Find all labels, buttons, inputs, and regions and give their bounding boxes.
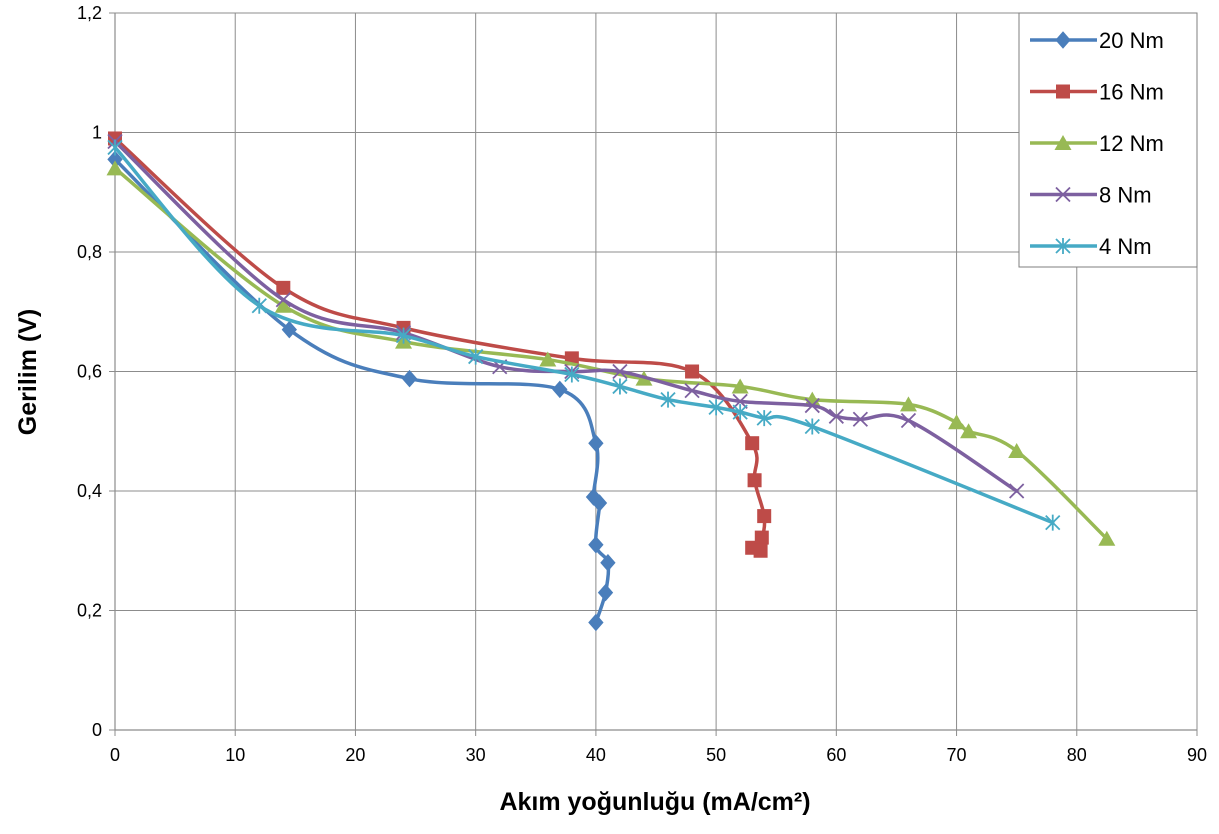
data-point-12-nm — [948, 414, 966, 430]
data-point-8-nm — [900, 412, 917, 429]
y-tick-label: 0,8 — [77, 242, 102, 262]
data-point-4-nm — [660, 391, 676, 408]
data-point-8-nm — [684, 382, 700, 399]
x-tick-label: 80 — [1067, 745, 1087, 765]
legend-item-16-nm: 16 Nm — [1030, 80, 1164, 105]
x-tick-label: 70 — [947, 745, 967, 765]
data-point-20-nm — [597, 583, 614, 602]
data-point-20-nm — [588, 434, 604, 452]
data-point-16-nm — [745, 436, 760, 451]
data-point-4-nm — [756, 410, 772, 427]
data-point-12-nm — [1008, 442, 1026, 458]
series-layer — [106, 131, 1116, 632]
data-point-20-nm — [281, 320, 297, 339]
data-point-4-nm — [732, 404, 748, 421]
data-point-20-nm — [588, 536, 604, 554]
data-point-16-nm — [757, 509, 772, 524]
legend-item-4-nm: 4 Nm — [1030, 234, 1152, 259]
x-tick-label: 50 — [706, 745, 726, 765]
data-point-20-nm — [600, 553, 616, 572]
data-point-16-nm — [276, 280, 291, 295]
legend-item-12-nm: 12 Nm — [1030, 131, 1164, 156]
data-point-4-nm — [251, 297, 267, 314]
data-point-20-nm — [588, 613, 604, 632]
x-tick-label: 20 — [345, 745, 365, 765]
data-point-4-nm — [804, 418, 820, 435]
legend-marker — [1056, 84, 1070, 99]
y-tick-label: 0,4 — [77, 481, 102, 501]
legend-box — [1018, 12, 1198, 268]
y-tick-label: 0 — [92, 720, 102, 740]
legend-label: 16 Nm — [1099, 80, 1164, 105]
data-point-4-nm — [564, 366, 580, 383]
data-point-12-nm — [803, 391, 821, 407]
data-point-8-nm — [612, 363, 628, 380]
data-point-8-nm — [275, 292, 291, 308]
x-tick-label: 30 — [466, 745, 486, 765]
x-axis-ticks: 0 10 20 30 40 50 60 70 80 90 — [110, 730, 1207, 765]
data-point-8-nm — [828, 408, 844, 424]
x-tick-label: 60 — [826, 745, 846, 765]
data-point-8-nm — [852, 411, 869, 427]
legend-item-20-nm: 20 Nm — [1030, 28, 1164, 53]
data-point-8-nm — [804, 397, 820, 414]
data-point-12-nm — [1098, 530, 1116, 546]
data-point-12-nm — [106, 160, 124, 176]
legend-label: 12 Nm — [1099, 131, 1164, 156]
legend: 20 Nm 16 Nm 12 Nm 8 Nm 4 Nm — [1018, 12, 1198, 268]
data-point-4-nm — [395, 327, 412, 344]
data-point-16-nm — [753, 543, 768, 558]
legend-marker — [1055, 31, 1071, 49]
data-point-8-nm — [1009, 483, 1025, 499]
y-tick-label: 0,2 — [77, 601, 102, 621]
data-point-20-nm — [591, 494, 608, 512]
data-point-20-nm — [552, 380, 568, 399]
data-point-12-nm — [899, 396, 917, 412]
data-point-12-nm — [539, 351, 557, 367]
y-axis-ticks: 0 0,2 0,4 0,6 0,8 1 1,2 — [77, 3, 115, 740]
legend-marker — [1054, 135, 1072, 150]
x-tick-label: 10 — [225, 745, 245, 765]
data-point-12-nm — [731, 378, 749, 394]
legend-label: 4 Nm — [1099, 234, 1152, 259]
x-tick-label: 40 — [586, 745, 606, 765]
y-tick-label: 0,6 — [77, 362, 102, 382]
series-20-nm — [107, 150, 616, 632]
gridlines — [115, 12, 1198, 730]
series-16-nm — [108, 131, 772, 558]
data-point-12-nm — [960, 423, 978, 439]
series-line-8-nm — [113, 139, 1019, 493]
data-point-4-nm — [612, 378, 628, 395]
y-tick-label: 1 — [92, 123, 102, 143]
y-axis-title: Gerilim (V) — [14, 309, 42, 435]
data-point-4-nm — [1045, 514, 1061, 531]
series-line-4-nm — [113, 145, 1055, 525]
legend-marker — [1055, 238, 1071, 254]
series-4-nm — [107, 139, 1061, 531]
y-tick-label: 1,2 — [77, 3, 102, 23]
data-point-16-nm — [685, 364, 700, 379]
data-point-4-nm — [107, 139, 123, 156]
data-point-4-nm — [468, 348, 484, 365]
x-tick-label: 90 — [1187, 745, 1207, 765]
legend-item-8-nm: 8 Nm — [1030, 183, 1152, 208]
series-line-20-nm — [113, 157, 611, 625]
data-point-12-nm — [274, 297, 292, 313]
data-point-16-nm — [747, 473, 762, 488]
x-axis-title: Akım yoğunluğu (mA/cm²) — [499, 788, 810, 816]
data-point-8-nm — [732, 393, 748, 410]
series-8-nm — [107, 133, 1025, 499]
data-point-4-nm — [708, 399, 724, 416]
data-point-20-nm — [401, 369, 418, 388]
x-tick-label: 0 — [110, 745, 120, 765]
legend-label: 8 Nm — [1099, 183, 1152, 208]
legend-label: 20 Nm — [1099, 28, 1164, 53]
legend-marker — [1055, 186, 1071, 203]
data-point-16-nm — [108, 131, 122, 146]
